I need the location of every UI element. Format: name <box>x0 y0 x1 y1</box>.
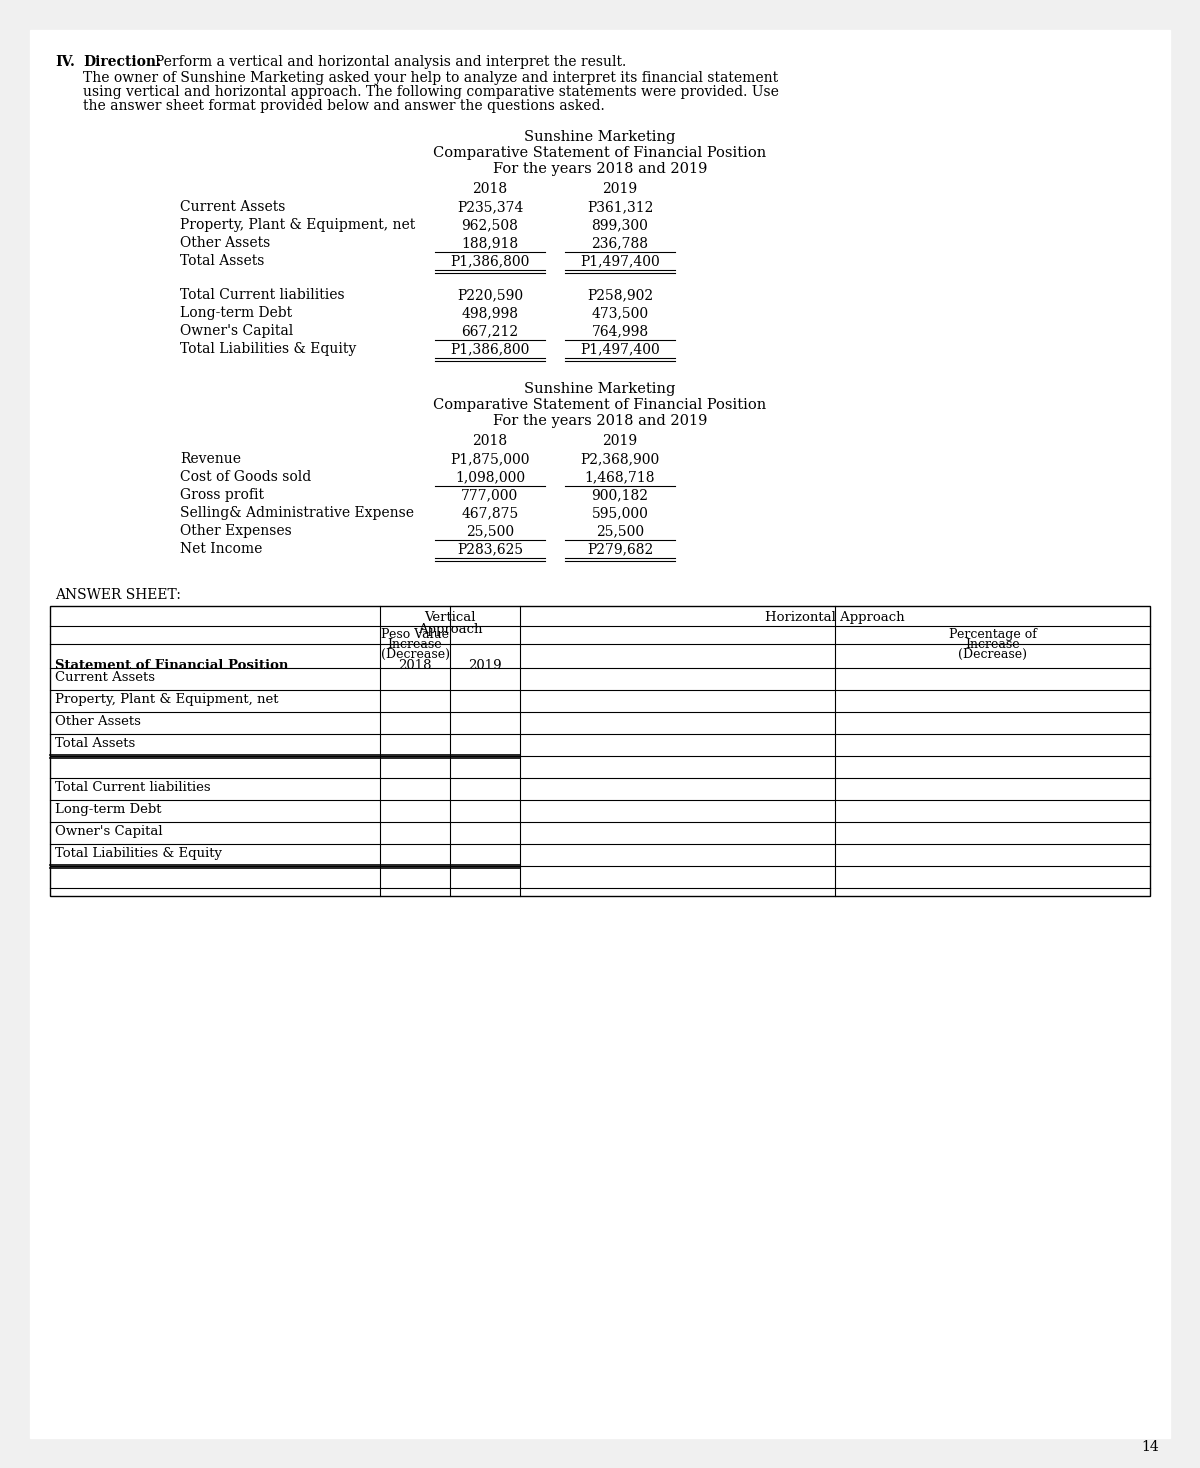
Text: 25,500: 25,500 <box>466 524 514 537</box>
Text: P235,374: P235,374 <box>457 200 523 214</box>
Text: 2018: 2018 <box>473 182 508 197</box>
Text: P1,497,400: P1,497,400 <box>580 254 660 269</box>
Text: P220,590: P220,590 <box>457 288 523 302</box>
Text: Increase: Increase <box>965 639 1020 650</box>
Text: Other Assets: Other Assets <box>55 715 140 728</box>
Text: 2019: 2019 <box>602 435 637 448</box>
Text: Comparative Statement of Financial Position: Comparative Statement of Financial Posit… <box>433 398 767 413</box>
Text: P361,312: P361,312 <box>587 200 653 214</box>
Text: Gross profit: Gross profit <box>180 487 264 502</box>
Text: using vertical and horizontal approach. The following comparative statements wer: using vertical and horizontal approach. … <box>83 85 779 98</box>
Text: The owner of Sunshine Marketing asked your help to analyze and interpret its fin: The owner of Sunshine Marketing asked yo… <box>83 70 778 85</box>
Text: Long-term Debt: Long-term Debt <box>55 803 162 816</box>
Text: 1,098,000: 1,098,000 <box>455 470 526 484</box>
Text: (Decrease): (Decrease) <box>958 647 1027 661</box>
Text: Total Current liabilities: Total Current liabilities <box>55 781 211 794</box>
Text: For the years 2018 and 2019: For the years 2018 and 2019 <box>493 414 707 429</box>
Text: 595,000: 595,000 <box>592 506 648 520</box>
Text: Owner's Capital: Owner's Capital <box>180 324 293 338</box>
Text: Revenue: Revenue <box>180 452 241 465</box>
Text: P1,875,000: P1,875,000 <box>450 452 529 465</box>
Text: Increase: Increase <box>388 639 443 650</box>
Text: For the years 2018 and 2019: For the years 2018 and 2019 <box>493 161 707 176</box>
Text: IV.: IV. <box>55 54 74 69</box>
Text: 667,212: 667,212 <box>462 324 518 338</box>
Text: 962,508: 962,508 <box>462 219 518 232</box>
Text: Sunshine Marketing: Sunshine Marketing <box>524 382 676 396</box>
Text: 900,182: 900,182 <box>592 487 648 502</box>
Text: P1,497,400: P1,497,400 <box>580 342 660 357</box>
Text: Property, Plant & Equipment, net: Property, Plant & Equipment, net <box>55 693 278 706</box>
Text: P1,386,800: P1,386,800 <box>450 254 529 269</box>
Text: 25,500: 25,500 <box>596 524 644 537</box>
Text: Other Assets: Other Assets <box>180 236 270 250</box>
Text: Total Current liabilities: Total Current liabilities <box>180 288 344 302</box>
Text: 764,998: 764,998 <box>592 324 648 338</box>
Text: (Decrease): (Decrease) <box>380 647 450 661</box>
Text: Other Expenses: Other Expenses <box>180 524 292 537</box>
Text: Selling& Administrative Expense: Selling& Administrative Expense <box>180 506 414 520</box>
Text: Property, Plant & Equipment, net: Property, Plant & Equipment, net <box>180 219 415 232</box>
Text: 498,998: 498,998 <box>462 305 518 320</box>
Text: Long-term Debt: Long-term Debt <box>180 305 292 320</box>
Text: 2019: 2019 <box>468 659 502 672</box>
Text: 899,300: 899,300 <box>592 219 648 232</box>
Text: Sunshine Marketing: Sunshine Marketing <box>524 131 676 144</box>
Text: Total Liabilities & Equity: Total Liabilities & Equity <box>180 342 356 357</box>
Text: 473,500: 473,500 <box>592 305 648 320</box>
Text: P1,386,800: P1,386,800 <box>450 342 529 357</box>
Text: Perform a vertical and horizontal analysis and interpret the result.: Perform a vertical and horizontal analys… <box>155 54 626 69</box>
Text: Cost of Goods sold: Cost of Goods sold <box>180 470 311 484</box>
Text: P279,682: P279,682 <box>587 542 653 556</box>
Text: Percentage of: Percentage of <box>948 628 1037 642</box>
Text: 236,788: 236,788 <box>592 236 648 250</box>
Text: 777,000: 777,000 <box>461 487 518 502</box>
Text: ANSWER SHEET:: ANSWER SHEET: <box>55 589 181 602</box>
Text: Current Assets: Current Assets <box>55 671 155 684</box>
Bar <box>50 606 1150 895</box>
Text: Total Assets: Total Assets <box>55 737 136 750</box>
Text: Statement of Financial Position: Statement of Financial Position <box>55 659 288 672</box>
Text: Peso Value: Peso Value <box>382 628 449 642</box>
Text: 467,875: 467,875 <box>461 506 518 520</box>
Text: P2,368,900: P2,368,900 <box>581 452 660 465</box>
Text: 188,918: 188,918 <box>462 236 518 250</box>
Text: Vertical: Vertical <box>425 611 475 624</box>
Text: Horizontal Approach: Horizontal Approach <box>766 611 905 624</box>
Text: 2018: 2018 <box>398 659 432 672</box>
Text: Owner's Capital: Owner's Capital <box>55 825 163 838</box>
Text: Total Assets: Total Assets <box>180 254 264 269</box>
Text: P258,902: P258,902 <box>587 288 653 302</box>
Text: Direction:: Direction: <box>83 54 161 69</box>
Text: Approach: Approach <box>418 622 482 636</box>
Text: 2018: 2018 <box>473 435 508 448</box>
Text: Net Income: Net Income <box>180 542 263 556</box>
Text: the answer sheet format provided below and answer the questions asked.: the answer sheet format provided below a… <box>83 98 605 113</box>
Text: P283,625: P283,625 <box>457 542 523 556</box>
Text: Comparative Statement of Financial Position: Comparative Statement of Financial Posit… <box>433 145 767 160</box>
Text: 1,468,718: 1,468,718 <box>584 470 655 484</box>
Text: 14: 14 <box>1141 1440 1159 1453</box>
Text: 2019: 2019 <box>602 182 637 197</box>
Text: Total Liabilities & Equity: Total Liabilities & Equity <box>55 847 222 860</box>
Text: Current Assets: Current Assets <box>180 200 286 214</box>
